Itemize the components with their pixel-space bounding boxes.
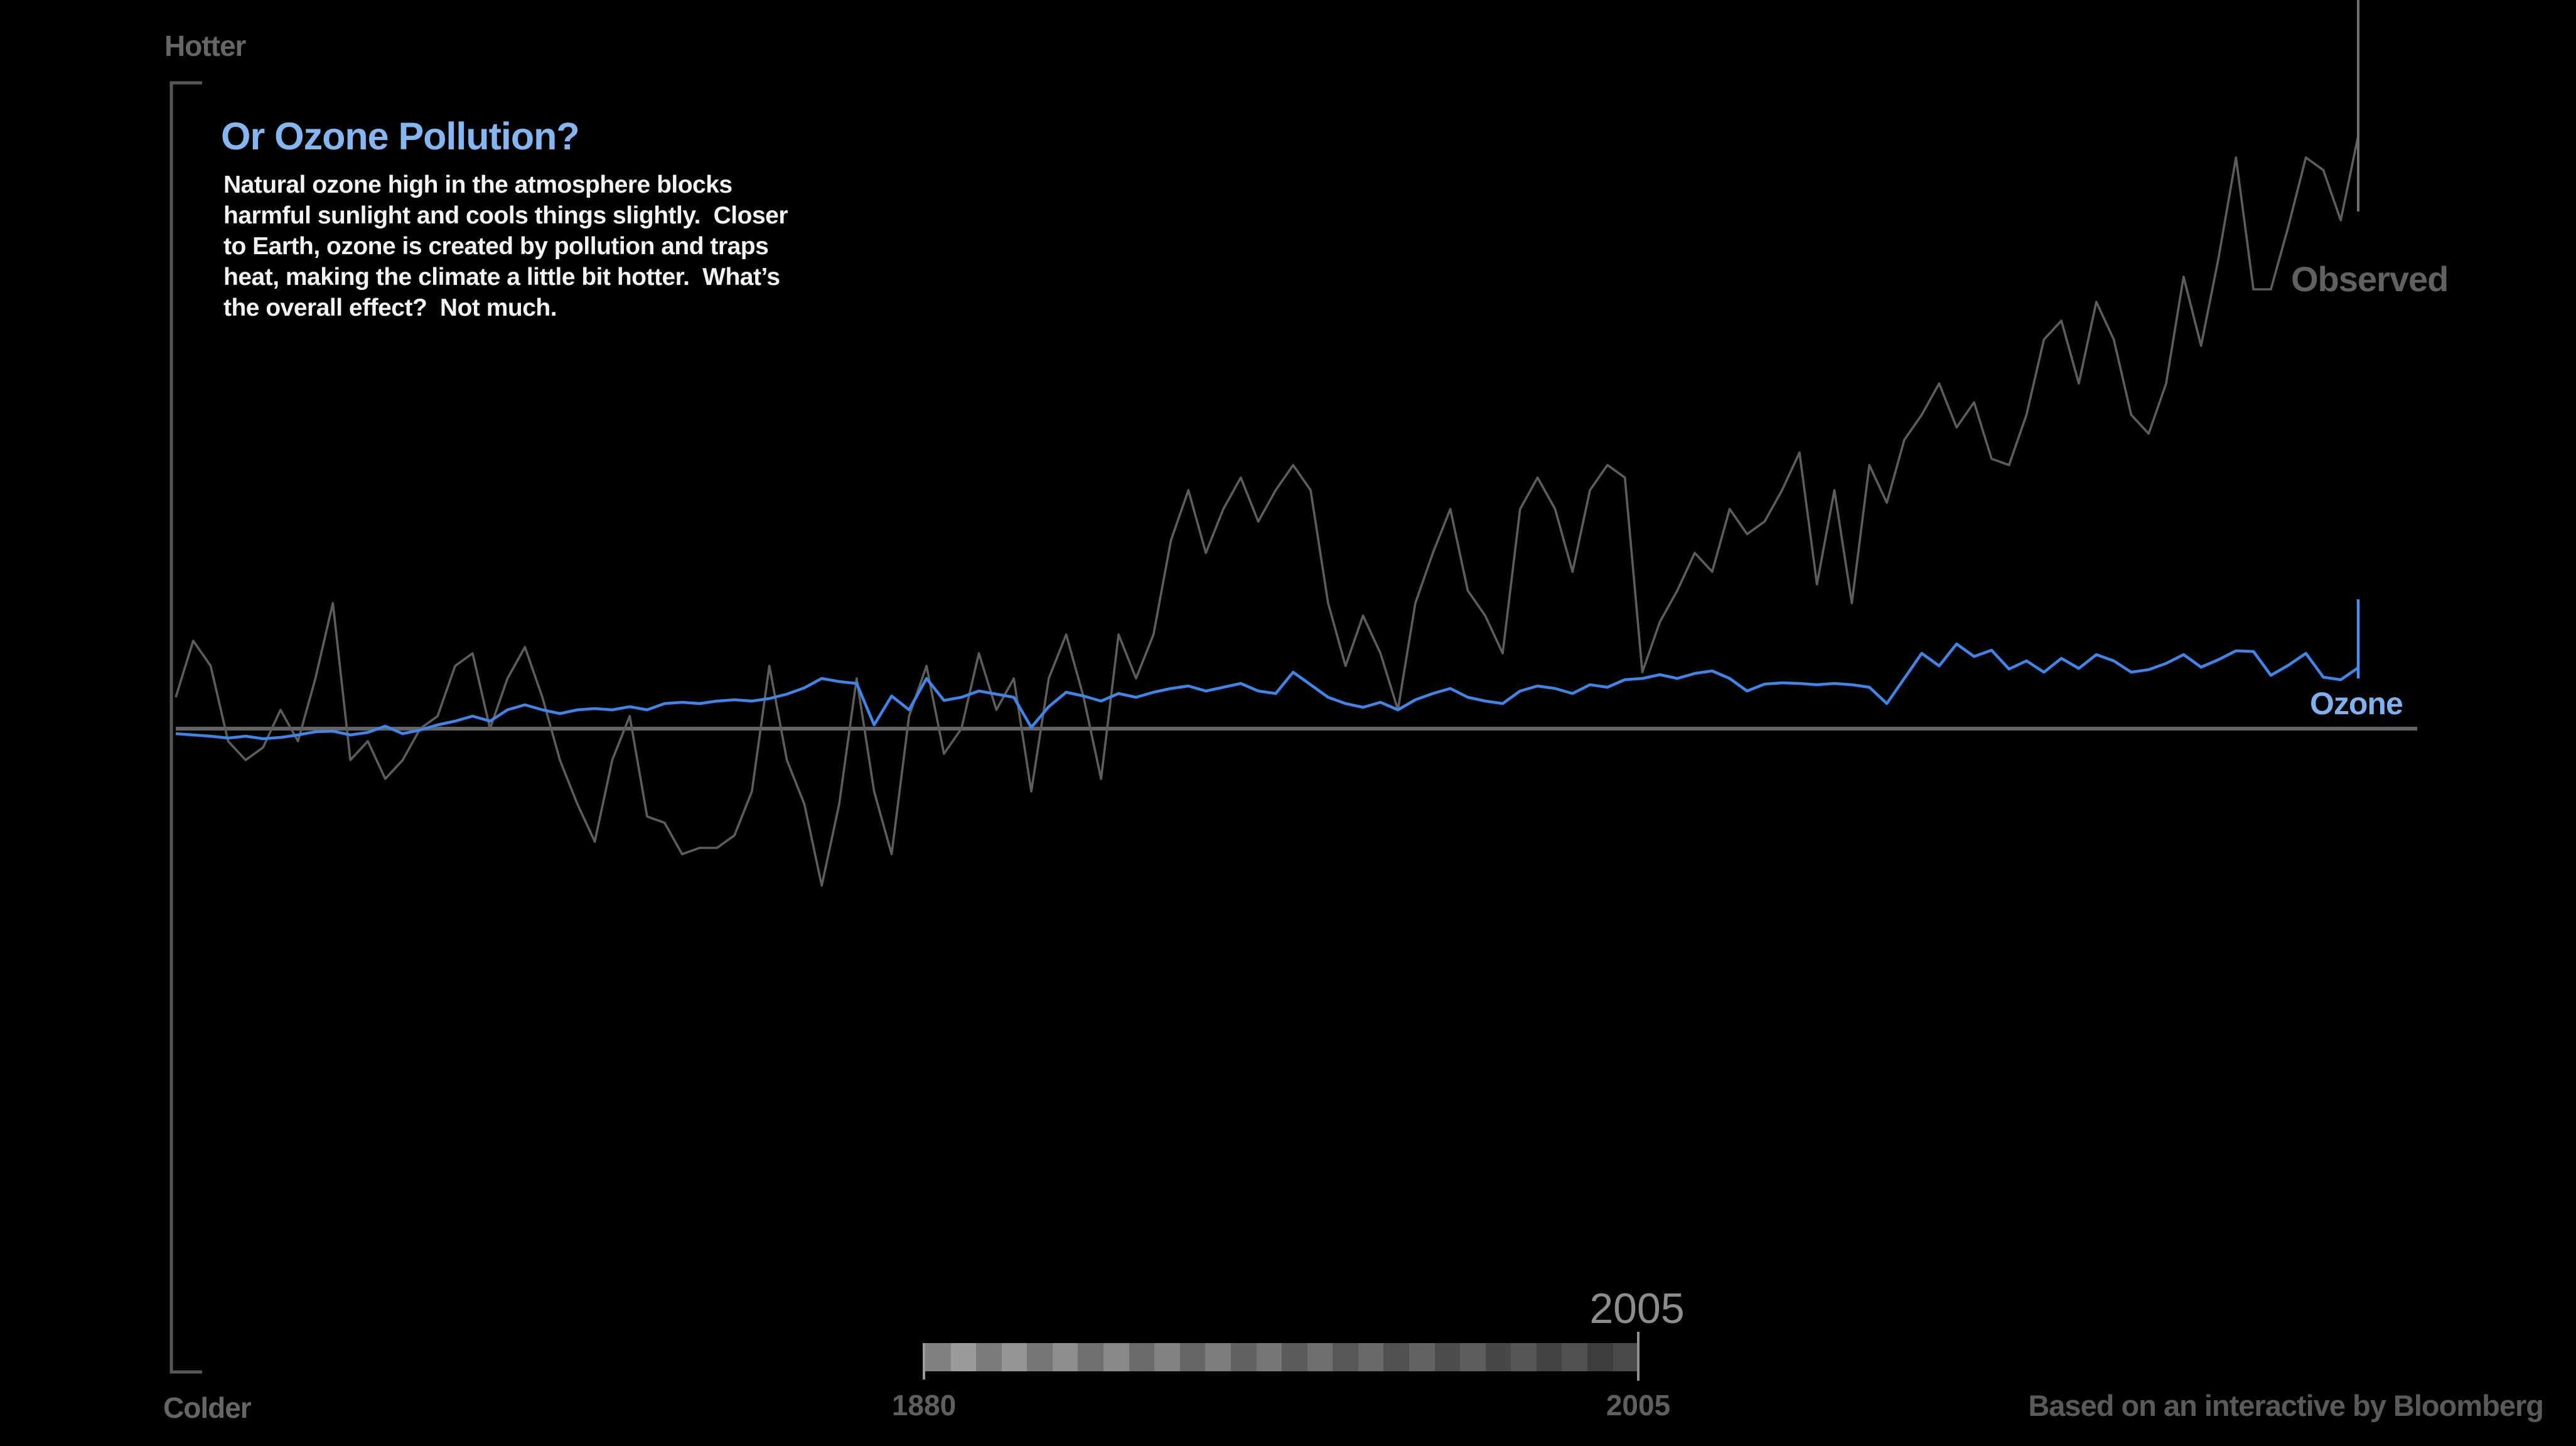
timeline-segment — [1511, 1343, 1537, 1371]
timeline-handle[interactable] — [1637, 1332, 1640, 1381]
y-axis-bracket — [169, 81, 202, 1374]
timeline-slider[interactable]: 1880 2005 — [892, 1329, 1670, 1423]
timeline-segment — [1536, 1343, 1562, 1371]
timeline-segment — [1052, 1343, 1078, 1371]
timeline-segment — [1383, 1343, 1409, 1371]
timeline-segment — [1230, 1343, 1257, 1371]
timeline-segment — [1587, 1343, 1613, 1371]
timeline-start-tick — [923, 1343, 925, 1379]
timeline-segment — [1027, 1343, 1053, 1371]
source-credit: Based on an interactive by Bloomberg — [2028, 1389, 2544, 1422]
timeline-segment — [1562, 1343, 1588, 1371]
timeline-segment — [1307, 1343, 1333, 1371]
timeline-segment — [1001, 1343, 1028, 1371]
ozone-effect-line — [175, 642, 2359, 741]
axis-label-colder: Colder — [163, 1391, 252, 1424]
timeline-segment — [1333, 1343, 1358, 1371]
page-title: Or Ozone Pollution? — [221, 115, 580, 158]
series-label-ozone: Ozone — [2310, 686, 2403, 721]
timeline-segment — [1485, 1343, 1511, 1371]
timeline-segment — [1205, 1343, 1231, 1371]
timeline-segment — [950, 1343, 977, 1371]
timeline-segment — [1282, 1343, 1307, 1371]
timeline-start-label: 1880 — [891, 1389, 957, 1422]
timeline-end-label: 2005 — [1606, 1389, 1671, 1422]
timeline-segment — [1409, 1343, 1435, 1371]
timeline-segment — [1154, 1343, 1180, 1371]
timeline-segment — [1078, 1343, 1104, 1371]
timeline-segment — [1129, 1343, 1155, 1371]
timeline-segment — [1256, 1343, 1282, 1371]
timeline-segment — [1613, 1343, 1639, 1371]
axis-label-hotter: Hotter — [164, 29, 246, 62]
timeline-track[interactable] — [925, 1343, 1639, 1371]
timeline-segment — [1358, 1343, 1384, 1371]
timeline-segment — [925, 1343, 951, 1371]
timeline-segment — [1103, 1343, 1129, 1371]
timeline-segment — [976, 1343, 1002, 1371]
current-year-readout: 2005 — [1589, 1285, 1685, 1332]
timeline-segment — [1460, 1343, 1486, 1371]
timeline-segment — [1434, 1343, 1461, 1371]
timeline-segment — [1179, 1343, 1206, 1371]
panel-description: Natural ozone high in the atmosphere blo… — [223, 171, 788, 321]
series-label-observed: Observed — [2291, 259, 2449, 299]
observed-temperature-line — [174, 135, 2359, 887]
